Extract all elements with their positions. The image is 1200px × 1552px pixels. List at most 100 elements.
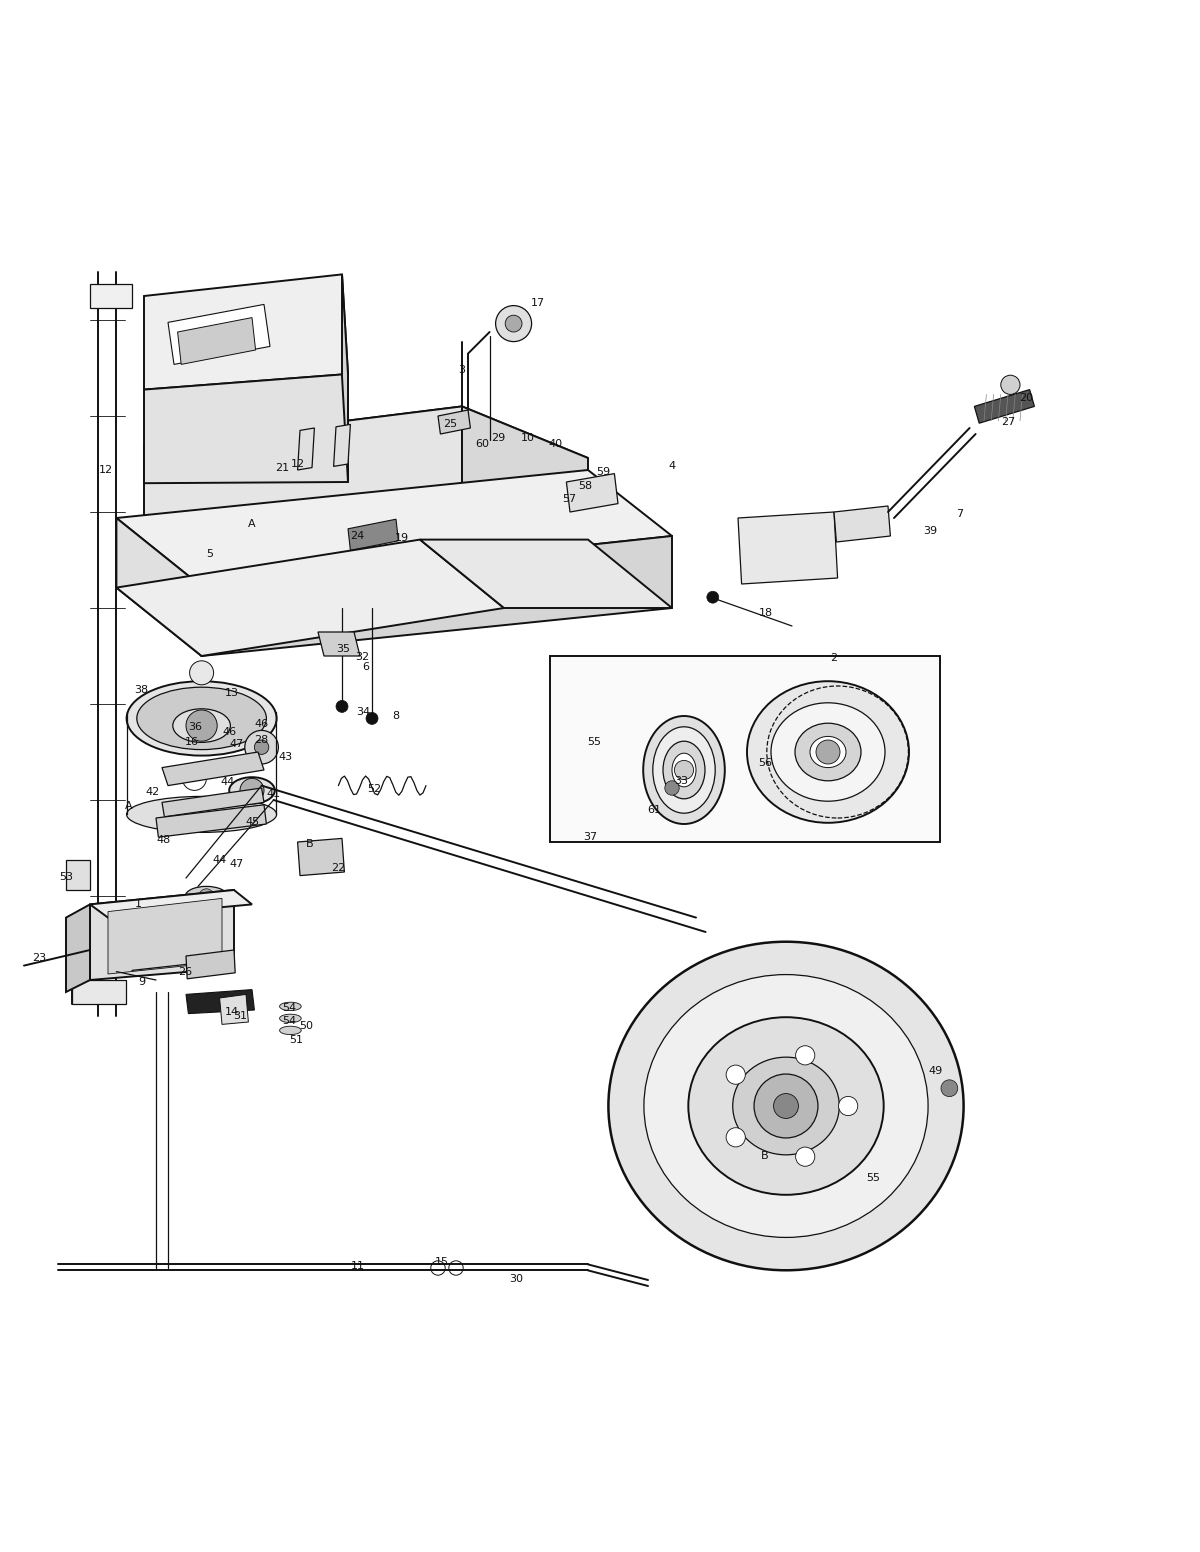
- Circle shape: [150, 922, 174, 947]
- Ellipse shape: [608, 942, 964, 1270]
- Ellipse shape: [643, 715, 725, 824]
- Polygon shape: [438, 410, 470, 435]
- Text: 13: 13: [224, 688, 239, 698]
- Polygon shape: [66, 905, 90, 992]
- Circle shape: [254, 740, 269, 754]
- Text: 4: 4: [668, 461, 676, 472]
- Text: 5: 5: [206, 549, 214, 559]
- Text: A: A: [125, 801, 132, 812]
- Ellipse shape: [746, 681, 910, 823]
- Circle shape: [665, 781, 679, 795]
- Circle shape: [162, 352, 210, 400]
- Polygon shape: [186, 950, 235, 979]
- Text: 52: 52: [367, 784, 382, 795]
- Circle shape: [431, 1260, 445, 1276]
- Ellipse shape: [522, 560, 606, 608]
- Text: 25: 25: [443, 419, 457, 430]
- Circle shape: [174, 365, 198, 388]
- Circle shape: [510, 487, 522, 500]
- Text: 21: 21: [275, 462, 289, 473]
- Polygon shape: [144, 275, 348, 390]
- Text: 40: 40: [548, 439, 563, 449]
- Text: 2: 2: [830, 653, 838, 663]
- Text: 44: 44: [212, 855, 227, 864]
- Ellipse shape: [662, 742, 704, 799]
- Text: 17: 17: [530, 298, 545, 309]
- Polygon shape: [420, 540, 672, 608]
- Circle shape: [839, 1096, 858, 1116]
- Text: 26: 26: [178, 967, 192, 976]
- Text: 39: 39: [923, 526, 937, 535]
- Polygon shape: [72, 979, 126, 1004]
- Text: 57: 57: [562, 494, 576, 504]
- Text: 38: 38: [134, 684, 149, 695]
- Circle shape: [707, 591, 719, 604]
- Text: 55: 55: [587, 737, 601, 748]
- Ellipse shape: [455, 503, 553, 545]
- Circle shape: [366, 712, 378, 725]
- Text: 45: 45: [245, 816, 259, 827]
- Circle shape: [816, 740, 840, 764]
- Ellipse shape: [794, 723, 860, 781]
- Polygon shape: [298, 838, 344, 875]
- Ellipse shape: [280, 1013, 301, 1023]
- Text: 12: 12: [290, 459, 305, 469]
- Circle shape: [796, 1147, 815, 1166]
- Ellipse shape: [733, 1057, 839, 1155]
- Circle shape: [270, 506, 282, 518]
- Text: 56: 56: [758, 757, 773, 768]
- Polygon shape: [144, 407, 588, 500]
- Ellipse shape: [770, 703, 886, 801]
- Polygon shape: [834, 506, 890, 542]
- Text: 6: 6: [362, 661, 370, 672]
- Text: 61: 61: [647, 804, 661, 815]
- Polygon shape: [90, 889, 252, 917]
- Text: 1: 1: [134, 900, 142, 909]
- Ellipse shape: [280, 1003, 301, 1010]
- Text: 58: 58: [578, 481, 593, 490]
- Circle shape: [496, 306, 532, 341]
- Text: 3: 3: [458, 365, 466, 376]
- Circle shape: [754, 1074, 818, 1138]
- Circle shape: [558, 484, 570, 497]
- Circle shape: [1001, 376, 1020, 394]
- Text: 37: 37: [583, 832, 598, 843]
- Ellipse shape: [280, 1026, 301, 1035]
- Ellipse shape: [810, 736, 846, 768]
- Bar: [550, 656, 940, 843]
- Circle shape: [232, 453, 248, 470]
- Text: 33: 33: [674, 776, 689, 785]
- Text: 16: 16: [185, 737, 199, 748]
- Text: 49: 49: [929, 1066, 943, 1076]
- Ellipse shape: [173, 709, 230, 742]
- Text: 36: 36: [188, 722, 203, 733]
- Circle shape: [186, 709, 217, 742]
- Polygon shape: [318, 632, 360, 656]
- Polygon shape: [358, 521, 402, 549]
- Text: 43: 43: [278, 751, 293, 762]
- Circle shape: [449, 1260, 463, 1276]
- Text: 11: 11: [350, 1260, 365, 1271]
- Polygon shape: [144, 374, 348, 483]
- Polygon shape: [156, 805, 266, 837]
- Text: 51: 51: [289, 1035, 304, 1044]
- Text: 24: 24: [350, 531, 365, 542]
- Text: 46: 46: [254, 720, 269, 729]
- Text: 19: 19: [395, 534, 409, 543]
- Circle shape: [414, 494, 426, 506]
- Polygon shape: [334, 424, 350, 467]
- Circle shape: [318, 501, 330, 514]
- Circle shape: [505, 315, 522, 332]
- Text: 31: 31: [233, 1010, 247, 1021]
- Polygon shape: [566, 473, 618, 512]
- Ellipse shape: [672, 753, 696, 787]
- Polygon shape: [66, 860, 90, 889]
- Ellipse shape: [137, 688, 266, 750]
- Polygon shape: [298, 428, 314, 470]
- Polygon shape: [144, 407, 462, 525]
- Circle shape: [674, 760, 694, 779]
- Polygon shape: [462, 407, 588, 535]
- Text: 29: 29: [491, 433, 505, 442]
- Ellipse shape: [644, 975, 928, 1237]
- Ellipse shape: [689, 1017, 883, 1195]
